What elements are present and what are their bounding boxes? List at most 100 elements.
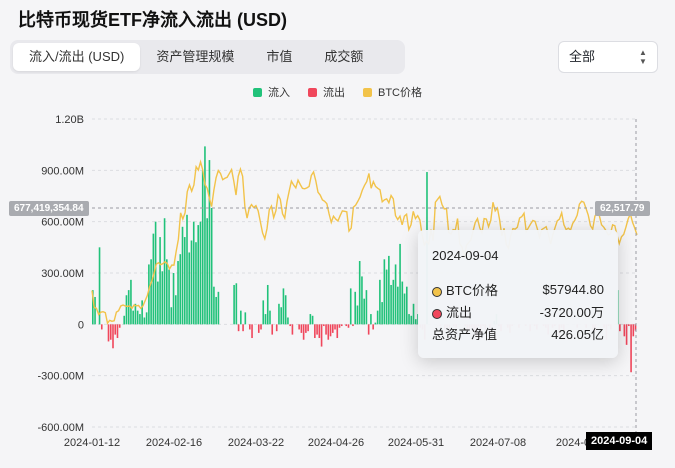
outflow-bar [116,324,119,339]
legend-item-btc-price[interactable]: BTC价格 [363,84,422,100]
inflow-bar [134,303,137,325]
outflow-bar [237,324,240,332]
tooltip-outflow-value: -3720.00万 [539,305,604,320]
outflow-bar [291,324,294,335]
inflow-bar [264,314,267,325]
outflow-bar [625,324,628,345]
inflow-bar [170,307,173,325]
inflow-bar [197,225,200,325]
tab-flows[interactable]: 流入/流出 (USD) [13,43,141,71]
inflow-bar [412,303,415,325]
inflow-bar [208,160,211,325]
tooltip-row-net-assets: 总资产净值 426.05亿 [432,324,604,343]
outflow-bar [334,324,336,330]
inflow-bar [206,218,208,325]
tooltip-net-assets-value: 426.05亿 [551,327,604,342]
outflow-bar [300,324,303,333]
outflow-bar [249,324,251,330]
outflow-bar [316,324,318,335]
tab-aum[interactable]: 资产管理规模 [156,49,235,64]
outflow-bar [242,324,244,332]
outflow-bar [275,324,278,332]
legend-swatch-inflow [253,87,262,97]
btc-price-line [91,159,638,325]
inflow-bar [349,288,352,325]
inflow-bar [262,300,265,325]
tab-volume[interactable]: 成交额 [324,49,364,64]
inflow-bar [177,261,179,325]
chart-tooltip: 2024-09-04 BTC价格 $57944.80 流出 -3720.00万 … [418,230,618,358]
outflow-bar [340,324,343,327]
tooltip-btc-value: $57944.80 [542,282,604,297]
inflow-bar [410,315,413,325]
outflow-bar [100,324,103,330]
outflow-bar [367,324,370,335]
outflow-bar [305,324,307,333]
inflow-bar [403,293,406,325]
chevron-up-down-icon: ▲ ▼ [639,48,647,66]
inflow-bar [240,310,242,325]
inflow-bar [201,170,204,325]
y-tick-label: -600.00M [38,422,84,434]
inflow-bar [98,247,101,325]
inflow-bar [213,286,215,325]
outflow-bar [271,324,274,335]
tab-market-cap[interactable]: 市值 [266,49,293,64]
inflow-bar [157,281,159,325]
inflow-bar [390,284,392,325]
tooltip-dot-outflow [432,308,442,319]
page-title: 比特币现货ETF净流入流出 (USD) [18,10,287,30]
inflow-bar [381,302,383,325]
outflow-bar [318,324,321,339]
y-tick-label: 600.00M [41,217,84,229]
tooltip-outflow-label: 流出 [446,305,473,320]
outflow-bar [323,324,325,327]
outflow-bar [630,324,632,373]
outflow-bar [114,324,117,335]
inflow-bar [199,221,202,325]
outflow-bar [257,324,260,333]
outflow-bar [632,324,635,337]
y-tick-label: -300.00M [38,371,84,383]
inflow-bar [233,284,235,325]
outflow-bar [307,324,309,332]
tooltip-row-btc-price: BTC价格 $57944.80 [432,280,604,299]
x-tick-label: 2024-07-08 [470,437,526,449]
inflow-bar [136,310,139,325]
outflow-bar [327,324,330,340]
inflow-bar [379,279,381,325]
legend-item-inflow[interactable]: 流入 [253,84,290,100]
inflow-bar [154,221,157,325]
inflow-bar [282,288,285,325]
outflow-bar [320,324,323,347]
inflow-bar [148,264,150,325]
outflow-bar [298,324,300,330]
y-tick-label: 900.00M [41,165,84,177]
inflow-bar [94,296,96,325]
legend-label-outflow: 流出 [323,87,345,99]
legend-item-outflow[interactable]: 流出 [308,84,345,100]
inflow-bar [408,314,410,325]
outflow-bar [619,324,621,332]
inflow-bar [365,290,368,325]
y-tick-label: 300.00M [41,268,84,280]
x-tick-label: 2024-01-12 [64,437,120,449]
inflow-bar [269,310,271,325]
inflow-bar [370,314,372,325]
outflow-bar [314,324,316,339]
outflow-bar [118,324,121,328]
inflow-bar [280,307,283,325]
legend-swatch-outflow [308,87,317,97]
legend-label-inflow: 流入 [268,87,290,99]
legend-swatch-btc-price [363,87,372,97]
outflow-bar [260,324,262,330]
crosshair-y-label-right: 62,517.79 [595,201,650,216]
inflow-bar [172,273,175,325]
outflow-bar [372,324,374,330]
metric-tabs: 流入/流出 (USD) 资产管理规模 市值 成交额 [10,40,405,74]
inflow-bar [385,269,388,325]
fund-select[interactable]: 全部 ▲ ▼ [558,41,658,73]
x-tick-label: 2024-04-26 [308,437,364,449]
legend-label-btc-price: BTC价格 [378,87,422,99]
